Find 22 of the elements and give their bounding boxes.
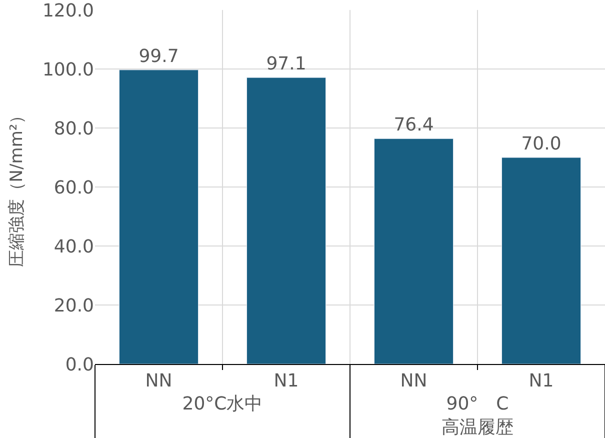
data-label: 99.7	[138, 46, 179, 67]
bar	[374, 138, 454, 364]
data-label: 70.0	[521, 134, 562, 154]
y-tick-label: 20.0	[54, 295, 94, 316]
y-axis-title: 圧縮強度（N/mm²）	[7, 106, 28, 268]
bar	[246, 77, 326, 364]
y-tick-label: 40.0	[54, 236, 94, 258]
y-tick-label: 80.0	[54, 118, 94, 140]
text: 90° C 高温履歴	[442, 394, 514, 438]
x-tick-label: NN	[400, 370, 428, 392]
y-tick-label: 60.0	[54, 177, 94, 198]
y-tick-label: 120.0	[42, 0, 94, 22]
x-tick-label: NN	[145, 370, 172, 392]
y-tick-label: 100.0	[42, 59, 94, 80]
data-label: 76.4	[394, 114, 434, 136]
y-tick-label: 0.0	[65, 354, 94, 376]
text: 20°C水中	[182, 394, 263, 415]
x-tick-label: N1	[528, 370, 554, 392]
bar	[118, 70, 199, 364]
bar	[501, 157, 582, 364]
x-tick-label: N1	[274, 370, 299, 392]
data-label: 97.1	[266, 54, 306, 75]
